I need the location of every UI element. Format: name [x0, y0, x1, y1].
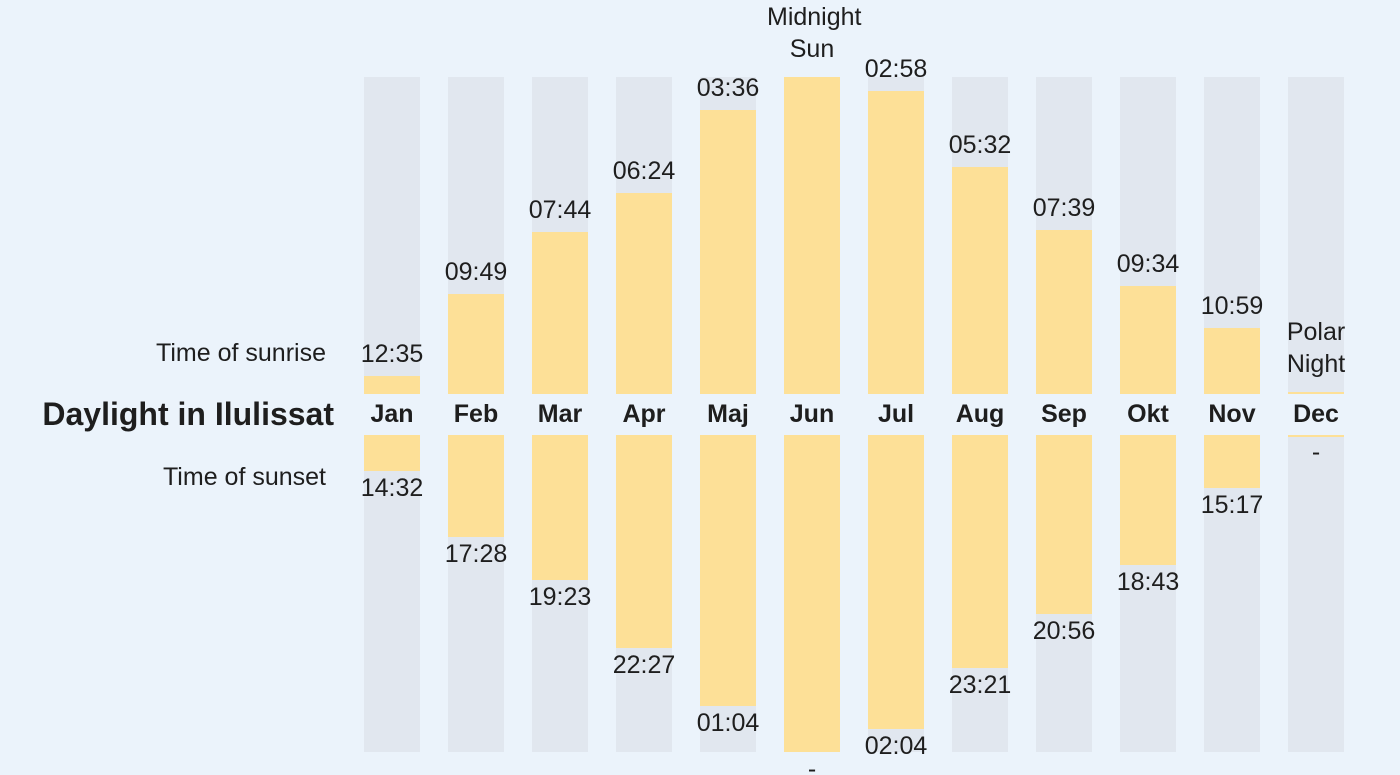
sunset-bar — [616, 435, 672, 648]
series-label: Time of sunset — [162, 463, 326, 491]
month-label: Feb — [453, 400, 499, 428]
month-label: Sep — [1041, 400, 1087, 428]
month-label: Maj — [707, 400, 749, 428]
month-label: Nov — [1208, 400, 1256, 428]
sunset-bar — [448, 435, 504, 537]
sunrise-label: Midnight Sun — [767, 3, 862, 63]
sunrise-bar — [1036, 229, 1092, 394]
sunrise-label: 10:59 — [1200, 292, 1264, 321]
sunrise-label: 07:39 — [1032, 193, 1096, 222]
sunset-bar — [532, 435, 588, 580]
sunrise-label: 07:44 — [528, 196, 592, 225]
polar-night-line — [1288, 392, 1344, 394]
month-label: Jul — [877, 400, 915, 428]
sunset-label: 17:28 — [444, 539, 508, 568]
sunrise-bar — [616, 192, 672, 394]
sunrise-label: Polar Night — [1286, 318, 1346, 378]
column-bg — [364, 77, 420, 394]
sunset-label: 02:04 — [864, 731, 928, 760]
month-label: Jan — [370, 400, 414, 428]
sunset-label: 15:17 — [1200, 491, 1264, 520]
column-bg — [1288, 77, 1344, 394]
sunrise-label: 03:36 — [696, 73, 760, 102]
sunset-bar — [1120, 435, 1176, 565]
series-label: Time of sunrise — [156, 339, 326, 367]
sunset-label: - — [807, 755, 817, 775]
sunrise-label: 05:32 — [948, 131, 1012, 160]
month-label: Aug — [955, 400, 1005, 428]
sunset-bar — [1204, 435, 1260, 489]
sunset-bar — [700, 435, 756, 707]
polar-night-line — [1288, 435, 1344, 437]
month-label: Apr — [622, 400, 666, 428]
sunset-label: 20:56 — [1032, 617, 1096, 646]
sunrise-label: 12:35 — [360, 339, 424, 368]
sunrise-bar — [1204, 328, 1260, 394]
sunrise-bar — [532, 232, 588, 394]
sunset-label: 23:21 — [948, 671, 1012, 700]
sunrise-bar — [364, 375, 420, 394]
sunrise-label: 09:34 — [1116, 250, 1180, 279]
sunrise-bar — [868, 91, 924, 394]
sunset-bar — [1036, 435, 1092, 615]
sunrise-bar — [700, 109, 756, 394]
sunset-label: 22:27 — [612, 650, 676, 679]
sunset-bar — [952, 435, 1008, 669]
sunset-label: - — [1311, 438, 1321, 466]
column-bg — [364, 435, 420, 752]
sunrise-label: 09:49 — [444, 257, 508, 286]
sunset-label: 01:04 — [696, 709, 760, 738]
sunset-label: 19:23 — [528, 582, 592, 611]
sunset-bar — [868, 435, 924, 729]
sunset-label: 14:32 — [360, 474, 424, 503]
sunset-label: 18:43 — [1116, 567, 1180, 596]
month-label: Mar — [537, 400, 583, 428]
sunrise-bar — [448, 293, 504, 394]
month-label: Dec — [1293, 400, 1339, 428]
sunrise-bar — [1120, 286, 1176, 394]
sunrise-bar — [952, 167, 1008, 394]
month-label: Jun — [789, 400, 835, 428]
sunrise-label: 06:24 — [612, 156, 676, 185]
month-label: Okt — [1127, 400, 1169, 428]
chart-title: Daylight in Ilulissat — [42, 396, 334, 432]
column-bg — [1288, 435, 1344, 752]
midnight-sun-bar — [784, 435, 840, 752]
sunrise-label: 02:58 — [864, 55, 928, 84]
midnight-sun-bar — [784, 77, 840, 394]
sunset-bar — [364, 435, 420, 472]
